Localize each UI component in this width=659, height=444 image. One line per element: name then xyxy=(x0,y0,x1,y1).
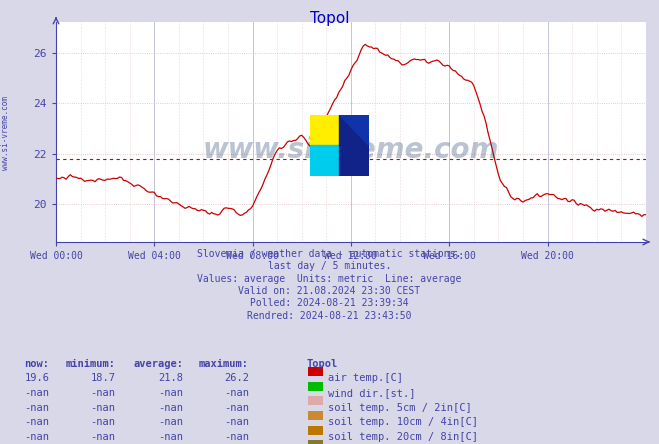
Text: soil temp. 20cm / 8in[C]: soil temp. 20cm / 8in[C] xyxy=(328,432,478,442)
Text: Values: average  Units: metric  Line: average: Values: average Units: metric Line: aver… xyxy=(197,274,462,284)
Text: -nan: -nan xyxy=(224,432,249,442)
Text: 18.7: 18.7 xyxy=(90,373,115,384)
Text: Rendred: 2024-08-21 23:43:50: Rendred: 2024-08-21 23:43:50 xyxy=(247,311,412,321)
Text: www.si-vreme.com: www.si-vreme.com xyxy=(1,96,10,170)
Text: Topol: Topol xyxy=(310,11,349,26)
Polygon shape xyxy=(339,115,368,145)
Bar xyxy=(310,115,339,145)
Text: 26.2: 26.2 xyxy=(224,373,249,384)
Text: minimum:: minimum: xyxy=(65,359,115,369)
Text: www.si-vreme.com: www.si-vreme.com xyxy=(203,136,499,164)
Text: soil temp. 10cm / 4in[C]: soil temp. 10cm / 4in[C] xyxy=(328,417,478,428)
Bar xyxy=(310,145,339,176)
Text: -nan: -nan xyxy=(158,388,183,398)
Text: 19.6: 19.6 xyxy=(24,373,49,384)
Text: 21.8: 21.8 xyxy=(158,373,183,384)
Text: -nan: -nan xyxy=(224,403,249,413)
Text: -nan: -nan xyxy=(24,417,49,428)
Text: -nan: -nan xyxy=(224,417,249,428)
Text: -nan: -nan xyxy=(24,388,49,398)
Text: average:: average: xyxy=(133,359,183,369)
Text: air temp.[C]: air temp.[C] xyxy=(328,373,403,384)
Bar xyxy=(339,115,368,176)
Text: -nan: -nan xyxy=(90,417,115,428)
Text: -nan: -nan xyxy=(158,403,183,413)
Text: soil temp. 5cm / 2in[C]: soil temp. 5cm / 2in[C] xyxy=(328,403,471,413)
Text: -nan: -nan xyxy=(224,388,249,398)
Text: -nan: -nan xyxy=(158,417,183,428)
Text: -nan: -nan xyxy=(158,432,183,442)
Text: now:: now: xyxy=(24,359,49,369)
Text: -nan: -nan xyxy=(90,403,115,413)
Text: Valid on: 21.08.2024 23:30 CEST: Valid on: 21.08.2024 23:30 CEST xyxy=(239,286,420,296)
Text: -nan: -nan xyxy=(24,432,49,442)
Text: Slovenia / weather data - automatic stations.: Slovenia / weather data - automatic stat… xyxy=(197,249,462,259)
Text: maximum:: maximum: xyxy=(199,359,249,369)
Text: Polled: 2024-08-21 23:39:34: Polled: 2024-08-21 23:39:34 xyxy=(250,298,409,309)
Text: wind dir.[st.]: wind dir.[st.] xyxy=(328,388,415,398)
Text: Topol: Topol xyxy=(306,359,337,369)
Text: last day / 5 minutes.: last day / 5 minutes. xyxy=(268,261,391,271)
Text: -nan: -nan xyxy=(24,403,49,413)
Text: -nan: -nan xyxy=(90,432,115,442)
Text: -nan: -nan xyxy=(90,388,115,398)
